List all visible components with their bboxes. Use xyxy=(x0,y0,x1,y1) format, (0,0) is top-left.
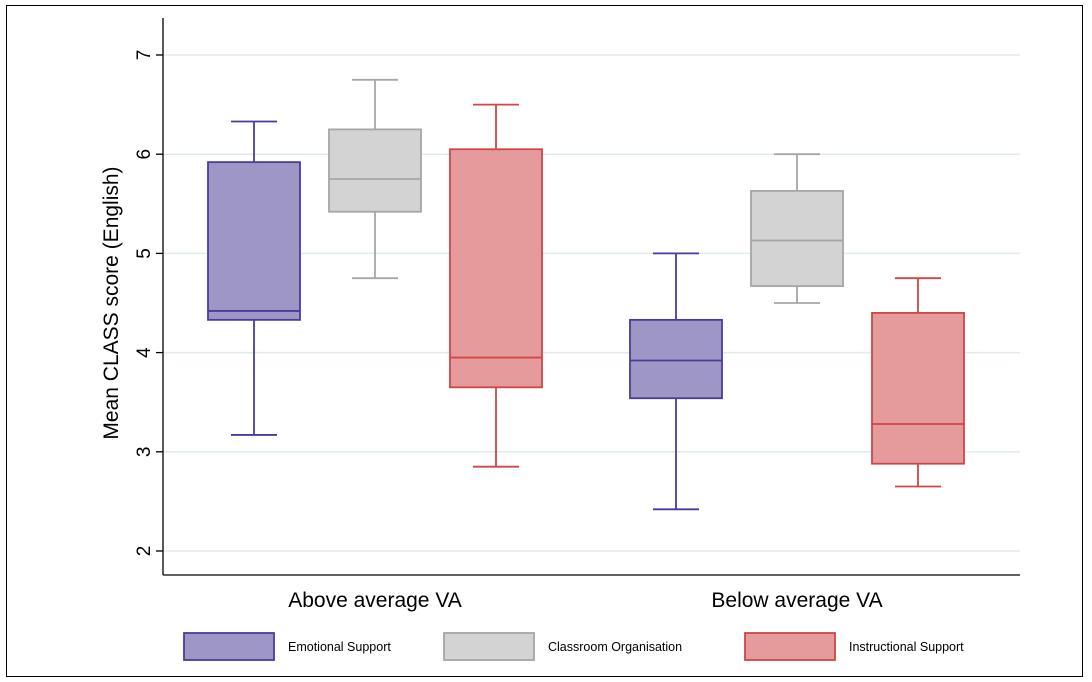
iqr-box xyxy=(449,148,543,389)
iqr-box xyxy=(328,128,422,213)
legend-item: Classroom Organisation xyxy=(443,632,682,661)
legend-label: Classroom Organisation xyxy=(548,640,682,654)
box-emotional-support xyxy=(207,120,301,436)
y-tick-label: 6 xyxy=(134,149,155,160)
box-classroom-organisation xyxy=(750,153,844,304)
y-tick-label: 3 xyxy=(134,447,155,458)
axes: 2 3 4 5 6 7 xyxy=(134,18,1020,576)
y-tick-label: 7 xyxy=(134,50,155,61)
iqr-box xyxy=(871,312,965,465)
legend-item: Emotional Support xyxy=(183,632,391,661)
y-tick-label: 5 xyxy=(134,248,155,259)
box-instructional-support xyxy=(449,103,543,468)
x-category-label: Above average VA xyxy=(288,589,462,612)
legend-label: Emotional Support xyxy=(288,640,391,654)
box-instructional-support xyxy=(871,277,965,488)
legend: Emotional Support Classroom Organisation I… xyxy=(183,632,964,661)
figure-border xyxy=(6,5,1083,677)
y-tick-label: 4 xyxy=(134,347,155,358)
y-tick-label: 2 xyxy=(134,546,155,557)
legend-label: Instructional Support xyxy=(849,640,964,654)
iqr-box xyxy=(750,190,844,288)
iqr-box xyxy=(207,161,301,321)
box-emotional-support xyxy=(629,252,723,511)
box-classroom-organisation xyxy=(328,78,422,280)
axis-labels: Mean CLASS score (English) Above average … xyxy=(100,166,883,612)
iqr-box xyxy=(629,318,723,400)
legend-swatch xyxy=(183,632,275,661)
legend-swatch xyxy=(443,632,535,661)
legend-swatch xyxy=(744,632,836,661)
y-axis-title: Mean CLASS score (English) xyxy=(100,166,123,439)
x-category-label: Below average VA xyxy=(711,589,882,612)
legend-item: Instructional Support xyxy=(744,632,964,661)
boxes xyxy=(207,78,965,511)
